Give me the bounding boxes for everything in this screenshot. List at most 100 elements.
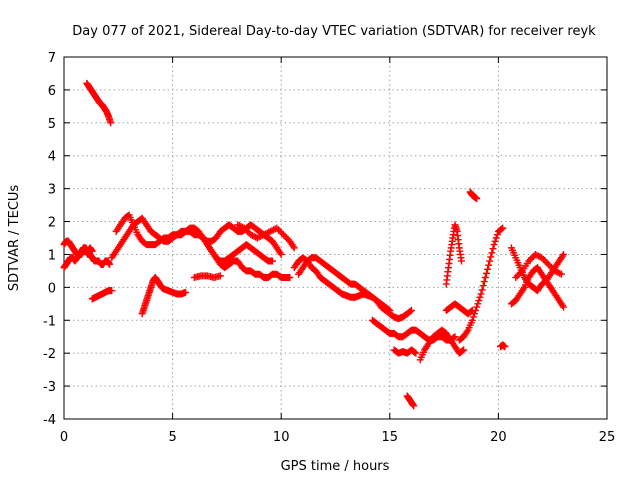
data-point [560, 303, 568, 311]
data-point [286, 273, 294, 281]
y-tick-label: 1 [48, 248, 56, 263]
data-point [560, 250, 568, 258]
series-spike-a [442, 221, 465, 288]
x-tick-label: 20 [490, 430, 507, 445]
data-point [535, 252, 543, 260]
data-point [526, 255, 534, 263]
y-tick-label: -1 [43, 314, 56, 329]
series-dense-cluster-b [507, 264, 568, 311]
x-tick-label: 0 [60, 430, 68, 445]
data-point [501, 343, 509, 351]
data-point [469, 313, 477, 321]
data-point [216, 272, 224, 280]
data-point [471, 310, 479, 318]
data-point [182, 288, 190, 296]
y-axis-label: SDTVAR / TECUs [7, 185, 22, 292]
y-tick-label: 5 [48, 117, 56, 132]
data-point [556, 269, 564, 277]
series-isolated-low [497, 341, 509, 351]
data-point [410, 402, 418, 410]
data-point [472, 306, 480, 314]
data-point [412, 349, 420, 357]
data-point [457, 257, 465, 265]
axis-ticks [63, 56, 608, 420]
series-descending-band-b [290, 254, 394, 314]
x-tick-label: 25 [599, 430, 616, 445]
data-point [88, 247, 96, 255]
data-point [485, 261, 493, 269]
series-small-peak [466, 188, 481, 203]
y-tick-label: -3 [43, 380, 56, 395]
data-point [477, 290, 485, 298]
series-low-dip-arc [88, 287, 116, 303]
series-lowest-cluster [403, 392, 418, 410]
y-tick-label: -2 [43, 347, 56, 362]
y-tick-labels: -4 -3 -2 -1 0 1 2 3 4 5 6 7 [43, 51, 56, 428]
data-point [385, 306, 393, 314]
data-point [492, 234, 500, 242]
data-point [557, 270, 565, 278]
data-point [475, 297, 483, 305]
data-point [283, 234, 291, 242]
data-point [486, 257, 494, 265]
y-tick-label: 0 [48, 281, 56, 296]
data-point [476, 293, 484, 301]
data-points [60, 79, 568, 410]
y-tick-label: 6 [48, 84, 56, 99]
data-point [481, 273, 489, 281]
data-point [281, 232, 289, 240]
data-point [386, 306, 394, 314]
data-point [108, 287, 116, 295]
series-rising-band-late [455, 224, 507, 344]
series-rising-arc [138, 273, 190, 318]
data-point [474, 300, 482, 308]
data-point [488, 249, 496, 257]
x-tick-label: 5 [168, 430, 176, 445]
data-point [543, 259, 551, 267]
data-point [484, 265, 492, 273]
data-point [406, 307, 414, 315]
data-point [408, 306, 416, 314]
y-tick-label: 3 [48, 183, 56, 198]
data-point [554, 269, 562, 277]
data-point [487, 253, 495, 261]
data-point [493, 231, 501, 239]
data-point [541, 257, 549, 265]
series-mid-band-c [203, 241, 294, 281]
chart-title: Day 077 of 2021, Sidereal Day-to-day VTE… [72, 24, 596, 39]
x-axis-label: GPS time / hours [281, 459, 390, 474]
data-point [544, 260, 552, 268]
x-tick-label: 15 [382, 430, 399, 445]
data-point [274, 226, 282, 234]
data-point [107, 119, 115, 127]
data-point [411, 348, 419, 356]
data-point [498, 225, 506, 233]
data-point [480, 278, 488, 286]
series-low-cluster [390, 346, 420, 357]
x-tick-label: 10 [273, 430, 290, 445]
data-point [482, 269, 490, 277]
y-tick-label: -4 [43, 413, 56, 428]
data-point [473, 195, 481, 203]
series-pre-dawn-low [416, 326, 468, 364]
series-dense-cluster-c [512, 250, 565, 281]
data-point [512, 273, 520, 281]
series-high-arc [83, 79, 115, 127]
data-point [513, 272, 521, 280]
data-point [290, 244, 298, 252]
plot-area-frame [63, 56, 608, 420]
data-point [479, 282, 487, 290]
y-tick-label: 4 [48, 150, 56, 165]
series-low-flat-segment [190, 272, 224, 281]
gridlines [64, 57, 607, 419]
data-point [491, 237, 499, 245]
data-point [473, 303, 481, 311]
data-point [250, 232, 258, 240]
data-point [459, 347, 467, 355]
data-point [499, 224, 507, 232]
data-point [269, 257, 277, 265]
data-point [451, 333, 459, 341]
data-point [478, 286, 486, 294]
data-point [468, 316, 476, 324]
